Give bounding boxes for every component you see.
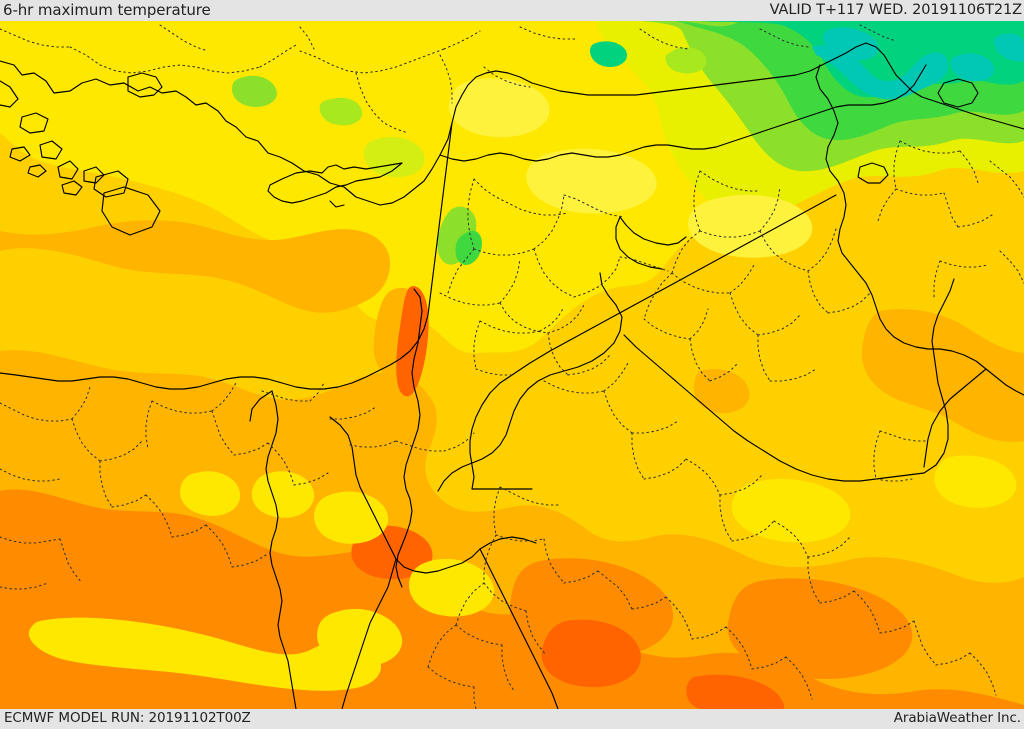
page-title: 6-hr maximum temperature xyxy=(3,1,211,19)
temp-band-teal-3 xyxy=(950,53,995,82)
temp-blob-lightyellow-e1 xyxy=(180,471,241,516)
model-run-label: ECMWF MODEL RUN: 20191102T00Z xyxy=(4,710,251,727)
temp-blob-lightyellow-2 xyxy=(526,148,657,214)
coastline-layer xyxy=(0,42,1024,709)
temp-blob-green-turkey-4 xyxy=(590,41,628,67)
temp-blob-deeporange-1 xyxy=(541,619,641,688)
temp-blob-deeporange-2 xyxy=(686,674,785,709)
admin-border-layer xyxy=(0,24,1024,709)
temp-band-teal-2 xyxy=(823,27,879,61)
temp-blob-green-turkey-5 xyxy=(665,47,707,74)
temp-blob-lightyellow-e3 xyxy=(314,491,389,544)
temp-blob-lightyellow-e2 xyxy=(251,471,315,518)
temperature-raster xyxy=(0,21,1024,709)
temp-blob-lightyellow-bl xyxy=(28,617,382,691)
map-footer-bar: ECMWF MODEL RUN: 20191102T00Z ArabiaWeat… xyxy=(0,709,1024,729)
valid-time-label: VALID T+117 WED. 20191106T21Z xyxy=(769,2,1022,19)
map-header-bar: 6-hr maximum temperature VALID T+117 WED… xyxy=(0,0,1024,21)
temp-blob-lightyellow-gulf xyxy=(934,455,1017,508)
temp-blob-lightyellow-3 xyxy=(688,194,813,258)
temp-blob-lightyellow-saudi xyxy=(731,478,851,543)
temp-blob-orange-saudi-2 xyxy=(727,578,913,679)
temperature-map-canvas[interactable] xyxy=(0,21,1024,709)
temp-blob-lightyellow-1 xyxy=(448,78,550,138)
provider-credit-label: ArabiaWeather Inc. xyxy=(893,710,1021,727)
temp-blob-green-turkey-1 xyxy=(232,75,277,107)
temp-blob-lightyellow-e5 xyxy=(409,558,495,617)
temp-blob-amber-jordan-e xyxy=(694,368,750,413)
temp-band-amber-nsyria xyxy=(0,220,390,313)
temp-blob-green-turkey-2 xyxy=(319,97,363,126)
temp-band-teal-4 xyxy=(993,33,1024,62)
temp-blob-green-lebanon-2 xyxy=(455,230,482,265)
temp-blob-deeporange-deadsea xyxy=(396,286,429,397)
